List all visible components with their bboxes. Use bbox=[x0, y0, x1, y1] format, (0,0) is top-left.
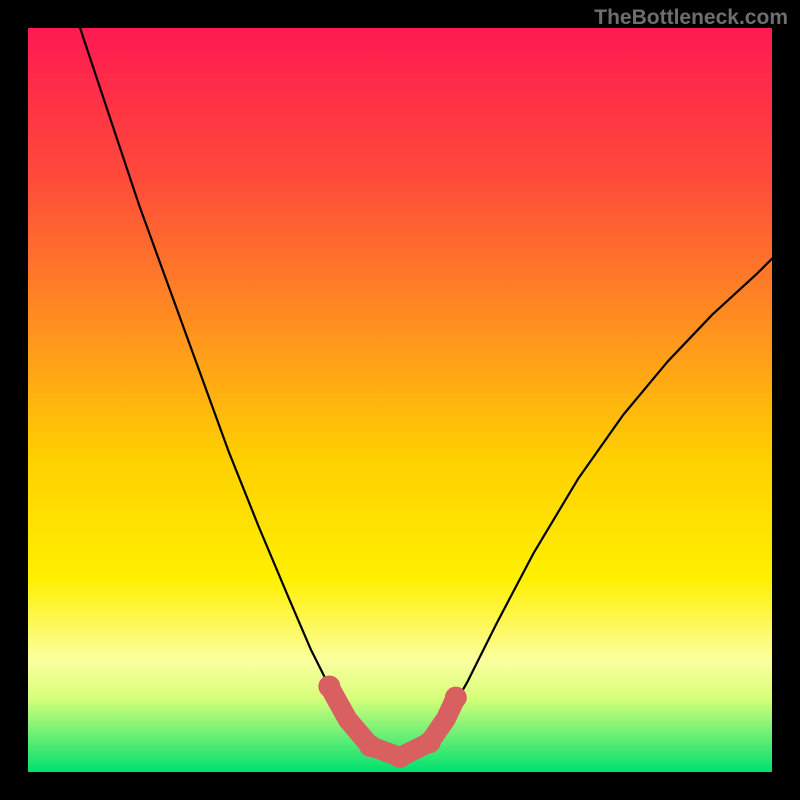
highlight-dot bbox=[318, 675, 340, 697]
watermark-text: TheBottleneck.com bbox=[594, 6, 788, 30]
highlight-dot bbox=[445, 687, 467, 709]
bottleneck-chart bbox=[0, 0, 800, 800]
highlight-dot bbox=[389, 746, 411, 768]
highlight-dot bbox=[419, 731, 441, 753]
chart-stage: TheBottleneck.com bbox=[0, 0, 800, 800]
plot-background-gradient bbox=[28, 28, 772, 772]
highlight-dot bbox=[359, 735, 381, 757]
